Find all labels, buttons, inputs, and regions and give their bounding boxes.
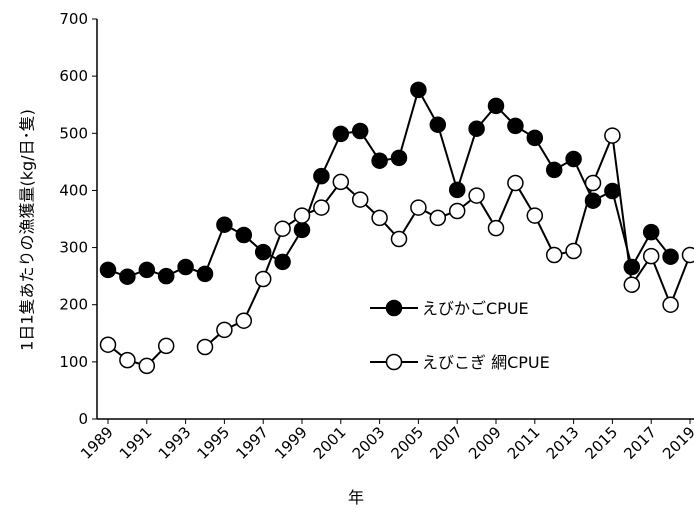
point (681, 246, 694, 264)
point (332, 125, 350, 143)
point (507, 117, 524, 135)
point (351, 122, 369, 140)
x-tick-label: 1997 (232, 423, 272, 463)
point (468, 187, 485, 204)
point (448, 181, 466, 199)
point (487, 219, 505, 237)
y-tick-label: 0 (78, 410, 88, 428)
x-tick-label: 2009 (465, 423, 505, 463)
point (254, 243, 272, 261)
point (274, 253, 291, 271)
point (429, 209, 447, 227)
x-axis-label: 年 (348, 488, 364, 507)
point (157, 337, 175, 355)
point (642, 247, 660, 265)
legend-label: えびかごCPUE (422, 299, 529, 318)
x-tick-label: 2019 (659, 423, 694, 463)
y-tick-label: 300 (59, 239, 88, 257)
point (565, 242, 582, 260)
point (235, 312, 253, 329)
point (216, 216, 233, 233)
legend-marker (385, 299, 403, 317)
y-axis-label: 1日1隻あたりの漁獲量(kg/日･隻) (18, 109, 37, 351)
point (390, 149, 408, 167)
point (565, 150, 582, 168)
x-tick-label: 2001 (310, 423, 350, 463)
point (584, 174, 602, 192)
y-tick-label: 100 (59, 353, 88, 371)
point (274, 220, 291, 237)
point (332, 173, 350, 191)
point (157, 267, 175, 285)
point (604, 182, 621, 200)
x-tick-label: 2013 (543, 423, 583, 463)
point (623, 276, 641, 293)
x-tick-label: 2017 (620, 423, 660, 463)
point (410, 81, 427, 99)
point (448, 202, 466, 220)
y-tick-label: 400 (59, 181, 88, 199)
point (371, 152, 388, 169)
point (351, 191, 369, 208)
point (254, 270, 272, 288)
point (487, 97, 505, 115)
point (390, 230, 408, 248)
point (293, 221, 311, 239)
point (119, 268, 136, 285)
point (138, 357, 156, 375)
y-tick-label: 200 (59, 296, 88, 314)
point (410, 199, 427, 216)
x-tick-label: 1991 (116, 423, 156, 463)
series-line (107, 131, 691, 367)
y-tick-label: 500 (59, 124, 88, 142)
point (642, 223, 660, 241)
point (196, 265, 214, 283)
legend-marker (385, 353, 403, 371)
legend-label: えびこぎ 網CPUE (422, 353, 550, 372)
x-tick-label: 1995 (193, 423, 233, 463)
y-tick-label: 700 (59, 10, 88, 28)
x-tick-label: 1989 (77, 423, 117, 463)
point (196, 338, 214, 356)
point (99, 261, 117, 279)
point (526, 207, 544, 224)
x-tick-label: 2015 (581, 423, 621, 463)
x-tick-label: 1993 (155, 423, 195, 463)
point (507, 174, 524, 192)
point (604, 127, 621, 144)
point (235, 226, 253, 244)
x-tick-label: 2007 (426, 423, 466, 463)
x-tick-label: 1999 (271, 423, 311, 463)
x-tick-label: 2005 (387, 423, 427, 463)
point (468, 120, 485, 137)
point (526, 129, 544, 147)
y-tick-label: 600 (59, 67, 88, 85)
point (177, 258, 194, 276)
point (99, 336, 117, 353)
x-tick-label: 2003 (349, 423, 389, 463)
point (545, 246, 563, 264)
point (216, 321, 233, 339)
point (371, 209, 388, 227)
point (429, 116, 447, 133)
point (313, 167, 330, 185)
point (313, 199, 330, 216)
point (662, 296, 679, 313)
x-tick-label: 2011 (504, 423, 544, 463)
point (545, 161, 563, 179)
point (293, 207, 311, 224)
point (138, 261, 156, 279)
point (119, 351, 136, 369)
point (662, 248, 679, 265)
point (623, 258, 641, 276)
